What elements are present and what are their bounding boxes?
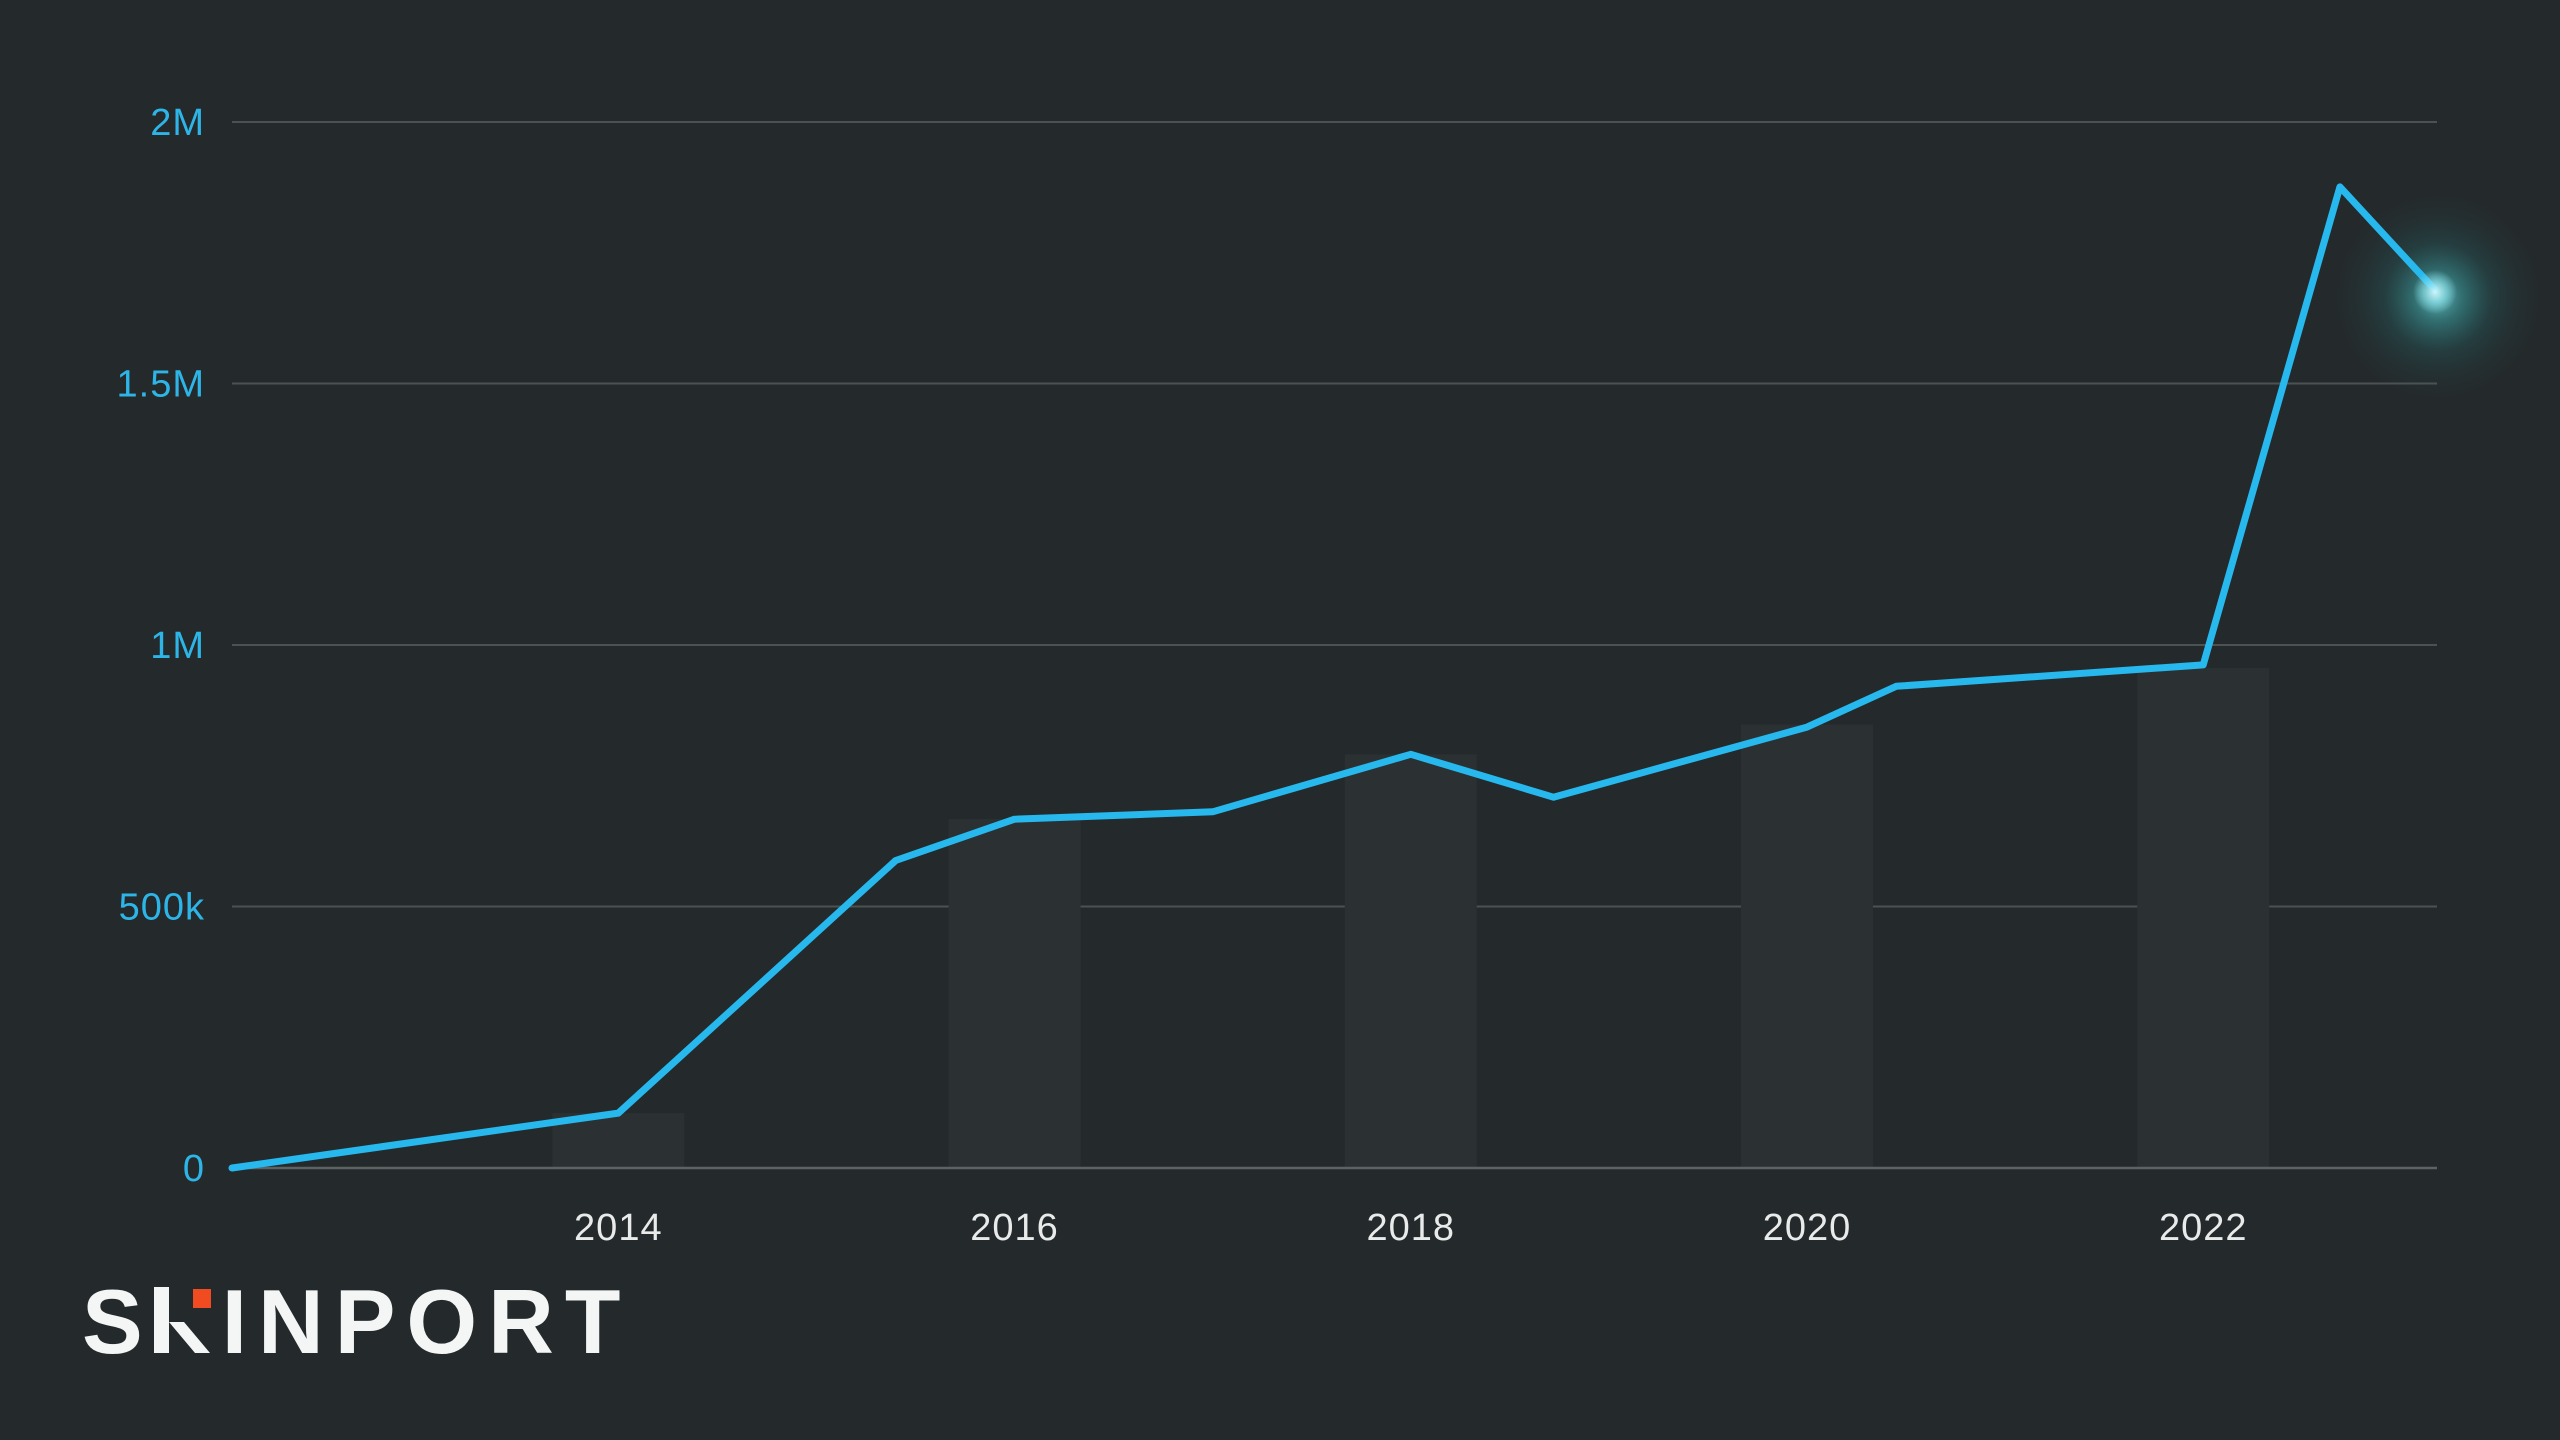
bar-2022: [2137, 668, 2270, 1168]
k-leg: [168, 1322, 210, 1353]
x-tick-label-2022: 2022: [2159, 1207, 2248, 1249]
k-accent-square: [192, 1289, 211, 1308]
y-tick-label-1.5M: 1.5M: [117, 364, 205, 406]
axis-labels: 2M 1.5M 1M 500k 0 2014 2016 2018 2020 2022: [117, 102, 2248, 1249]
background-bars: [552, 668, 2270, 1168]
bar-2018: [1344, 754, 1477, 1168]
x-tick-label-2020: 2020: [1763, 1207, 1852, 1249]
y-tick-label-1M: 1M: [150, 625, 205, 667]
glow-core: [2413, 269, 2458, 314]
x-tick-label-2018: 2018: [1367, 1207, 1456, 1249]
logo-text-suffix: INPORT: [221, 1272, 632, 1373]
logo-text-prefix: S: [82, 1272, 154, 1373]
y-tick-label-2M: 2M: [150, 102, 205, 144]
y-tick-label-500k: 500k: [119, 887, 205, 929]
skinport-logo: S INPORT: [82, 1277, 632, 1368]
x-tick-label-2014: 2014: [574, 1207, 663, 1249]
k-stem: [153, 1287, 169, 1353]
series-value-line: [228, 183, 2439, 1172]
gridlines: [232, 121, 2437, 908]
endpoint-glow-core: [2413, 269, 2458, 314]
y-tick-label-0: 0: [183, 1148, 205, 1190]
logo-letter-k-icon: [153, 1287, 211, 1353]
data-line: [228, 183, 2439, 1172]
bar-2016: [948, 819, 1081, 1168]
x-tick-label-2016: 2016: [970, 1207, 1059, 1249]
bar-2020: [1741, 724, 1873, 1168]
